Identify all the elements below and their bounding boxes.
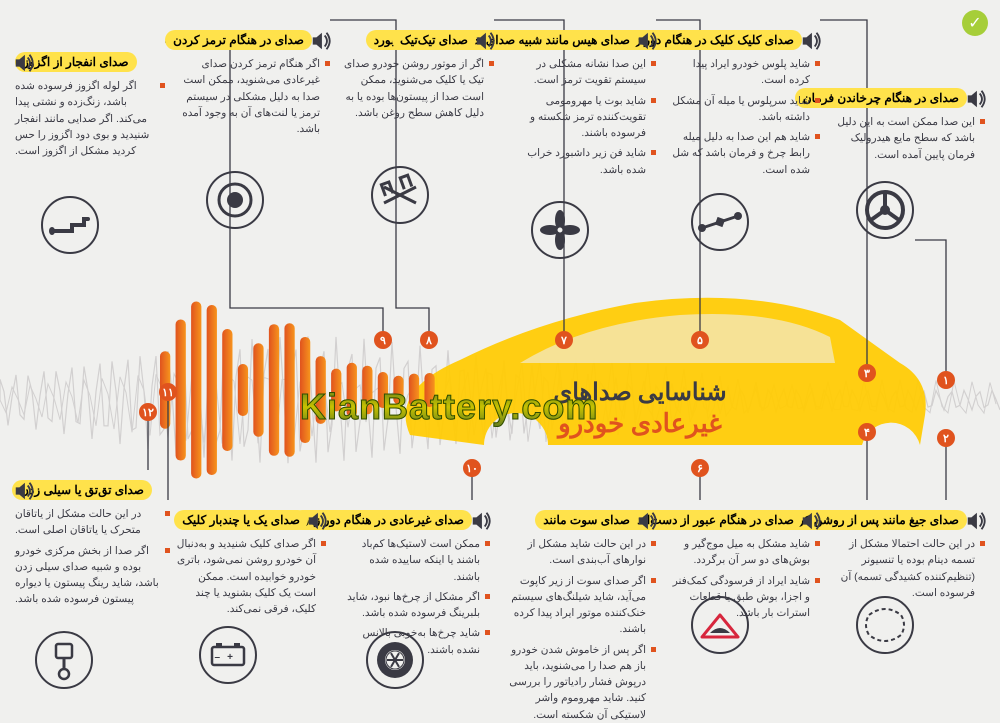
- sound-block-11: صدای یک یا چندبار کلیک اگر صدای کلیک شنید…: [176, 510, 326, 617]
- sound-block-9: صدای انفجار از اگزوزاگر لوله اگزوز فرسود…: [15, 52, 165, 159]
- speaker-icon: [800, 510, 822, 532]
- block-body: شاید مشکل به میل موج‌گیر و بوش‌های دو سر…: [670, 536, 820, 621]
- block-body: اگر لوله اگزوز فرسوده شده باشد، زنگ‌زده …: [15, 78, 165, 159]
- sound-block-12: صدای تق‌تق یا سیلی‌ زدندر این حالت مشکل …: [15, 480, 170, 608]
- speaker-icon: [13, 52, 35, 74]
- svg-text:۴: ۴: [864, 427, 870, 439]
- svg-text:۵: ۵: [697, 335, 703, 347]
- svg-text:۱: ۱: [943, 375, 949, 387]
- sound-block-5: صدای هیس مانند شبیه صدای خروج هوا زیر دا…: [506, 30, 656, 178]
- speaker-icon: [965, 510, 987, 532]
- svg-text:۶: ۶: [697, 463, 703, 475]
- svg-text:۷: ۷: [560, 335, 567, 347]
- brand-logo: ✓: [962, 10, 988, 36]
- block-body: در این حالت مشکل از یاتاقان متحرک یا یات…: [15, 506, 170, 608]
- svg-text:–: –: [214, 652, 220, 663]
- svg-text:+: +: [227, 652, 233, 663]
- block-body: اگر صدای کلیک شنیدید و به‌دنبال آن خودرو…: [176, 536, 326, 617]
- watermark: KianBattery.com: [300, 386, 598, 428]
- sound-block-7: صدای تیک‌تیک اگر از موتور روشن خودرو صدای…: [344, 30, 494, 121]
- block-title: صدای در هنگام چرخاندن فرمان: [795, 88, 967, 108]
- sound-block-6: صدای سوت ماننددر این حالت شاید مشکل از ن…: [506, 510, 656, 723]
- sound-block-3: صدای کلیک کلیک در هنگام دور زدنشاید پلوس…: [670, 30, 820, 178]
- speaker-icon: [636, 510, 658, 532]
- speaker-icon: [965, 88, 987, 110]
- svg-text:۳: ۳: [864, 368, 870, 380]
- block-title: صدای یک یا چندبار کلیک: [174, 510, 308, 530]
- block-body: ممکن است لاستیک‌ها کم‌باد باشند یا اینکه…: [340, 536, 490, 658]
- speaker-icon: [310, 30, 332, 52]
- sound-block-8: صدای در هنگام ترمز کردناگر هنگام ترمز کر…: [180, 30, 330, 137]
- sound-block-10: صدای غیرعادی در هنگام دور زدنممکن است لا…: [340, 510, 490, 658]
- speaker-icon: [470, 510, 492, 532]
- speaker-icon: [636, 30, 658, 52]
- block-body: این صدا ممکن است به این دلیل باشد که سطح…: [835, 114, 985, 163]
- svg-text:۸: ۸: [425, 335, 432, 347]
- block-title: صدای سوت مانند: [535, 510, 638, 530]
- svg-text:۹: ۹: [380, 335, 386, 347]
- svg-text:۱۲: ۱۲: [142, 407, 154, 419]
- sound-block-2: صدای جیغ مانند پس از روشن کردن خودرودر ا…: [835, 510, 985, 601]
- speaker-icon: [306, 510, 328, 532]
- block-body: شاید پلوس خودرو ایراد پیدا کرده است.شاید…: [670, 56, 820, 178]
- svg-text:۱۰: ۱۰: [466, 463, 478, 475]
- block-title: صدای تیک‌تیک: [392, 30, 476, 50]
- sound-block-1: صدای در هنگام چرخاندن فرماناین صدا ممکن …: [835, 88, 985, 163]
- speaker-icon: [800, 30, 822, 52]
- block-body: اگر از موتور روشن خودرو صدای تیک یا کلیک…: [344, 56, 494, 121]
- block-body: در این حالت احتمالا مشکل از تسمه دینام ب…: [835, 536, 985, 601]
- speaker-icon: [13, 480, 35, 502]
- svg-text:۱۱: ۱۱: [162, 387, 174, 399]
- block-title: صدای در هنگام ترمز کردن: [165, 30, 312, 50]
- sound-block-4: صدای در هنگام عبور از دست‌اندازشاید مشکل…: [670, 510, 820, 621]
- block-body: این صدا نشانه مشکلی در سیستم تقویت ترمز …: [506, 56, 656, 178]
- speaker-icon: [474, 30, 496, 52]
- block-body: اگر هنگام ترمز کردن صدای غیرعادی می‌شنوی…: [180, 56, 330, 137]
- svg-text:۲: ۲: [943, 433, 949, 445]
